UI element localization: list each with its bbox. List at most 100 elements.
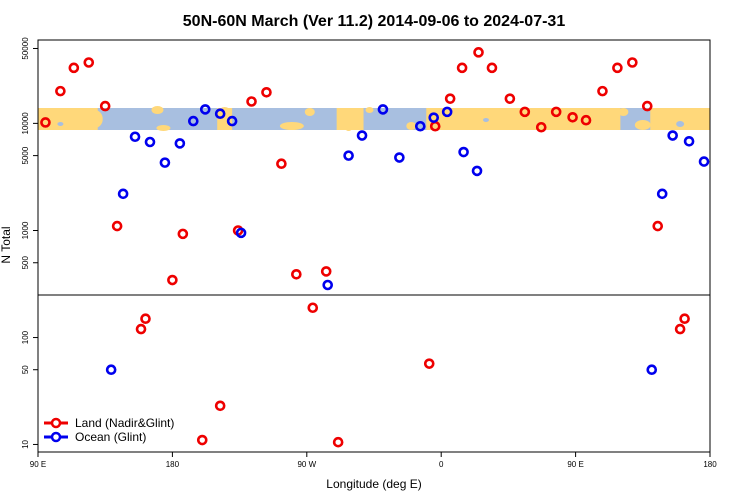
land-point [486, 62, 498, 74]
x-tick-label: 90 E [30, 460, 46, 469]
land-point [177, 228, 189, 240]
ocean-point [667, 130, 678, 141]
land-point [40, 117, 51, 128]
ocean-point [188, 115, 199, 127]
y-axis-label: N Total [0, 226, 13, 263]
land-point [550, 106, 562, 118]
land-point [111, 220, 123, 232]
land-point [627, 57, 638, 68]
ocean-point [199, 104, 211, 115]
ocean-point [414, 120, 426, 132]
x-tick-label: 0 [439, 460, 444, 469]
ocean-point [428, 112, 440, 123]
map-coast-shape [342, 111, 355, 131]
land-point [519, 106, 531, 118]
map-coast-shape [618, 108, 629, 116]
x-tick-label: 180 [166, 460, 180, 469]
ocean-point [226, 115, 238, 127]
land-point [504, 93, 516, 104]
land-point [674, 323, 686, 335]
x-tick-label: 180 [703, 460, 717, 469]
ocean-point [129, 131, 141, 143]
land-point [214, 400, 226, 412]
ocean-point [441, 106, 453, 118]
y-tick-label: 10000 [21, 112, 30, 135]
y-tick-label: 1000 [21, 221, 30, 239]
world-map-strip [38, 106, 710, 131]
ocean-point [646, 364, 658, 376]
x-tick-label: 90 E [567, 460, 583, 469]
land-point [320, 266, 332, 277]
land-point [291, 269, 302, 280]
x-tick-label: 90 W [297, 460, 316, 469]
land-point [679, 313, 690, 325]
legend-ocean-marker [50, 431, 62, 443]
map-coast-shape [265, 116, 274, 122]
chart-title: 50N-60N March (Ver 11.2) 2014-09-06 to 2… [183, 13, 566, 30]
land-point [307, 302, 319, 314]
land-point [167, 274, 178, 286]
plot-frame [37, 39, 711, 453]
ocean-point [214, 108, 226, 120]
land-point [423, 358, 435, 369]
legend-box [40, 414, 182, 446]
map-ocean-region [97, 108, 218, 130]
land-point [135, 323, 147, 335]
map-coast-shape [634, 120, 651, 130]
land-point [597, 85, 608, 97]
ocean-point [343, 150, 354, 161]
map-coast-shape [57, 122, 64, 126]
y-tick-label: 50 [21, 365, 30, 374]
map-coast-shape [151, 106, 164, 114]
land-point [246, 96, 257, 107]
ocean-point [105, 364, 117, 376]
land-point [83, 57, 95, 68]
ocean-point [471, 165, 483, 177]
ocean-point [356, 130, 368, 141]
land-point [580, 114, 592, 126]
land-point [332, 436, 344, 448]
land-point [567, 111, 578, 123]
y-tick-label: 50000 [21, 37, 30, 60]
land-point [68, 62, 80, 74]
ocean-point [458, 146, 469, 158]
legend: Land (Nadir&Glint) Ocean (Glint) [40, 414, 182, 446]
map-coast-shape [156, 125, 171, 131]
land-point [456, 62, 468, 74]
ocean-point [144, 136, 156, 148]
ocean-point [377, 104, 389, 115]
ticks: 90 E 180 90 W 0 90 E 180 500 1000 5000 10000 50000… [21, 37, 717, 469]
map-coast-shape [86, 110, 103, 128]
legend-land-label: Land (Nadir&Glint) [75, 416, 174, 430]
land-point [612, 62, 623, 74]
land-point [535, 121, 547, 133]
map-coast-shape [304, 108, 315, 116]
ocean-point [698, 156, 710, 167]
land-point [652, 220, 664, 232]
map-coast-shape [279, 122, 304, 130]
y-tick-label: 500 [21, 256, 30, 270]
data-points [40, 47, 710, 448]
land-point [261, 86, 272, 98]
map-coast-shape [406, 122, 417, 130]
ocean-point [394, 152, 405, 163]
ocean-point [322, 279, 334, 291]
map-coast-shape [676, 121, 685, 127]
legend-land-marker [50, 417, 62, 429]
map-coast-shape [365, 107, 374, 113]
ocean-point [683, 136, 695, 147]
y-tick-label: 5000 [21, 146, 30, 164]
land-point [55, 85, 66, 97]
map-coast-shape [483, 118, 489, 122]
ocean-point [159, 157, 171, 168]
land-point [196, 434, 208, 446]
legend-ocean-label: Ocean (Glint) [75, 430, 146, 444]
y-tick-label: 100 [21, 330, 30, 344]
land-point [140, 313, 151, 325]
land-point [641, 100, 653, 112]
land-point [99, 100, 111, 112]
ocean-point [117, 188, 129, 200]
land-point [473, 47, 484, 58]
x-axis-label: Longitude (deg E) [326, 477, 421, 491]
